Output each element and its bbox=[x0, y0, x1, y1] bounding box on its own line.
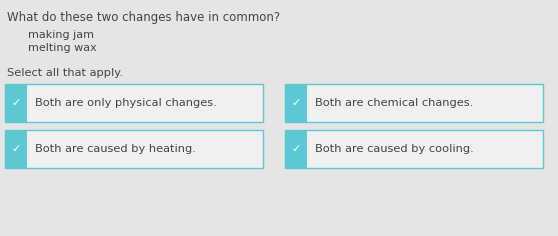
Text: Both are caused by cooling.: Both are caused by cooling. bbox=[315, 144, 474, 154]
Bar bbox=[285, 84, 543, 122]
Text: melting wax: melting wax bbox=[28, 43, 97, 53]
Bar bbox=[285, 84, 307, 122]
Bar bbox=[27, 84, 263, 122]
Bar bbox=[285, 130, 307, 168]
Text: What do these two changes have in common?: What do these two changes have in common… bbox=[7, 11, 280, 24]
Bar bbox=[5, 84, 263, 122]
Text: Both are chemical changes.: Both are chemical changes. bbox=[315, 98, 473, 108]
Bar bbox=[307, 84, 543, 122]
Bar bbox=[285, 130, 543, 168]
Bar bbox=[307, 130, 543, 168]
Bar bbox=[5, 130, 263, 168]
Bar bbox=[5, 84, 27, 122]
Text: Both are only physical changes.: Both are only physical changes. bbox=[35, 98, 217, 108]
Text: ✓: ✓ bbox=[11, 144, 21, 154]
Bar bbox=[5, 130, 27, 168]
Text: ✓: ✓ bbox=[291, 144, 301, 154]
Text: Both are caused by heating.: Both are caused by heating. bbox=[35, 144, 196, 154]
Bar bbox=[27, 130, 263, 168]
Text: making jam: making jam bbox=[28, 30, 94, 40]
Text: Select all that apply.: Select all that apply. bbox=[7, 68, 123, 78]
Text: ✓: ✓ bbox=[11, 98, 21, 108]
Text: ✓: ✓ bbox=[291, 98, 301, 108]
